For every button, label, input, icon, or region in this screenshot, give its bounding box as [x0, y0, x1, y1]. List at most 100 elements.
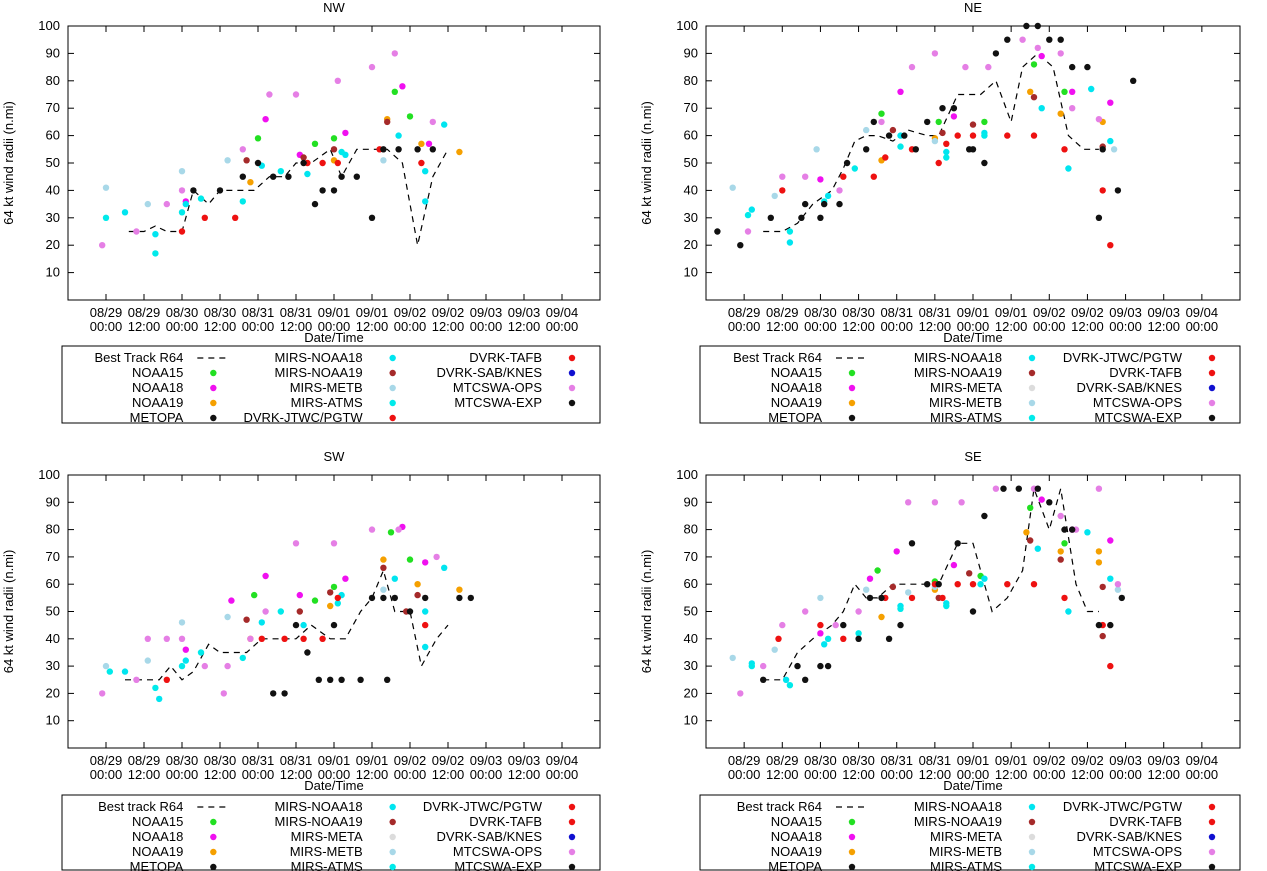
- legend-label: MIRS-META: [930, 829, 1002, 844]
- data-point: [855, 608, 862, 615]
- x-tick-label-time: 00:00: [1033, 319, 1066, 334]
- y-tick-label: 90: [46, 45, 60, 60]
- data-point: [1030, 132, 1038, 139]
- data-point: [456, 586, 463, 593]
- legend-swatch: [1208, 354, 1216, 362]
- data-point: [433, 553, 440, 561]
- data-point: [99, 690, 106, 697]
- data-point: [99, 242, 106, 249]
- data-point: [1107, 537, 1114, 544]
- data-point: [817, 594, 824, 602]
- data-point: [1095, 485, 1103, 492]
- data-point: [414, 581, 421, 588]
- y-tick-label: 80: [46, 522, 60, 537]
- legend-label: MIRS-META: [291, 829, 363, 844]
- data-point: [817, 176, 824, 183]
- x-tick-label-time: 00:00: [546, 767, 579, 782]
- data-point: [1107, 662, 1114, 670]
- legend-swatch: [210, 369, 217, 377]
- data-point: [969, 581, 977, 588]
- data-point: [327, 602, 334, 610]
- data-point: [954, 581, 961, 588]
- data-point: [1065, 165, 1072, 172]
- legend-label: NOAA19: [771, 395, 822, 410]
- x-tick-label-date: 09/03: [508, 305, 541, 320]
- data-point: [182, 200, 189, 208]
- data-point: [102, 214, 110, 221]
- y-tick-label: 80: [46, 73, 60, 88]
- data-point: [969, 608, 977, 615]
- data-point: [330, 187, 338, 194]
- y-tick-label: 30: [684, 658, 698, 673]
- legend-swatch: [1208, 818, 1216, 826]
- x-tick-label-time: 00:00: [804, 319, 837, 334]
- data-point: [969, 146, 977, 153]
- data-point: [1019, 36, 1026, 43]
- best-track-line: [128, 148, 449, 246]
- x-tick-label-time: 00:00: [470, 319, 503, 334]
- data-point: [342, 575, 349, 582]
- data-point: [251, 591, 258, 599]
- data-point: [178, 168, 186, 175]
- data-point: [824, 662, 832, 670]
- x-tick-label-time: 00:00: [394, 319, 427, 334]
- data-point: [786, 682, 794, 689]
- x-tick-label-time: 12:00: [1071, 319, 1104, 334]
- data-point: [817, 630, 824, 637]
- x-tick-label-time: 12:00: [1071, 767, 1104, 782]
- data-point: [901, 132, 908, 139]
- legend-swatch: [848, 848, 856, 856]
- series-dvrk-jtwc-pgtw: [178, 146, 425, 235]
- data-point: [391, 50, 398, 57]
- series-dvrk-tafb: [882, 594, 1106, 629]
- data-point: [760, 676, 767, 683]
- x-tick-label-date: 08/29: [90, 305, 123, 320]
- x-tick-label-date: 09/01: [318, 753, 351, 768]
- data-point: [943, 148, 950, 156]
- data-point: [387, 529, 395, 536]
- x-tick-label-time: 12:00: [842, 319, 875, 334]
- x-axis-label: Date/Time: [304, 330, 363, 345]
- legend-swatch: [568, 848, 576, 856]
- legend-label: MTCSWA-OPS: [453, 844, 542, 859]
- legend-swatch: [568, 354, 576, 362]
- data-point: [935, 118, 942, 126]
- legend-swatch: [389, 399, 396, 407]
- data-point: [1015, 485, 1022, 492]
- legend-label: Best track R64: [737, 799, 822, 814]
- data-point: [843, 159, 851, 167]
- data-point: [296, 608, 303, 615]
- data-point: [456, 594, 463, 602]
- data-point: [748, 662, 755, 670]
- series-noaa18: [817, 496, 1114, 637]
- x-tick-label-time: 00:00: [470, 767, 503, 782]
- data-point: [954, 132, 961, 139]
- data-point: [813, 146, 820, 153]
- x-tick-label-time: 00:00: [166, 767, 199, 782]
- x-axis-label: Date/Time: [943, 330, 1002, 345]
- data-point: [368, 526, 376, 533]
- data-point: [1030, 94, 1038, 101]
- legend-label: NOAA15: [132, 814, 183, 829]
- x-tick-label-time: 00:00: [90, 767, 123, 782]
- x-tick-label-time: 00:00: [880, 319, 913, 334]
- data-point: [201, 214, 208, 221]
- data-point: [1114, 581, 1122, 588]
- data-point: [406, 113, 414, 120]
- y-tick-label: 90: [46, 494, 60, 509]
- legend-label: MIRS-METB: [929, 395, 1002, 410]
- y-tick-label: 60: [46, 128, 60, 143]
- data-point: [368, 63, 376, 71]
- legend-label: MTCSWA-EXP: [1094, 859, 1182, 871]
- x-tick-label-date: 09/02: [1071, 753, 1104, 768]
- data-point: [178, 662, 186, 670]
- data-point: [863, 126, 870, 134]
- x-tick-label-time: 12:00: [919, 767, 952, 782]
- data-point: [836, 200, 843, 208]
- x-tick-label-time: 12:00: [1147, 767, 1180, 782]
- data-point: [897, 143, 904, 150]
- data-point: [950, 105, 958, 112]
- y-tick-label: 90: [684, 494, 698, 509]
- data-point: [992, 50, 1000, 57]
- legend-label: DVRK-SAB/KNES: [1077, 829, 1183, 844]
